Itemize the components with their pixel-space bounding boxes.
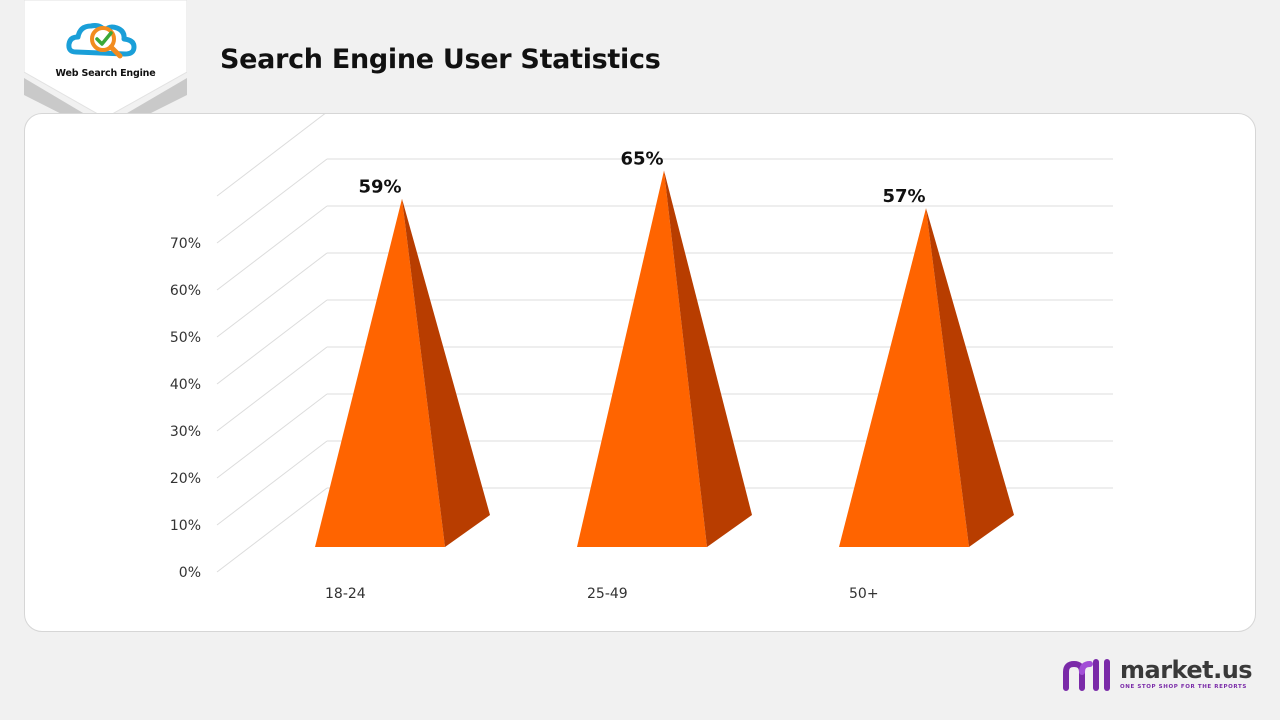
data-label: 65% (620, 149, 663, 170)
gridline-diagonal (216, 346, 328, 432)
market-us-logo-icon (1063, 659, 1110, 691)
gridline-diagonal (216, 440, 328, 526)
pyramid-front-face (839, 208, 969, 547)
y-tick-label: 30% (170, 424, 201, 440)
gridline-diagonal (216, 158, 328, 244)
pyramid-chart: 0% 10% 20% 30% 40% 50% 60% 70% 59% 65% 57% 18-24 2… (170, 114, 1113, 602)
x-tick-label: 50+ (849, 586, 879, 602)
chart-card: 0% 10% 20% 30% 40% 50% 60% 70% 59% 65% 57% 18-24 2… (24, 113, 1256, 632)
data-label: 59% (358, 177, 401, 198)
y-tick-label: 0% (179, 565, 201, 581)
gridline-diagonal (216, 487, 328, 573)
y-tick-label: 20% (170, 471, 201, 487)
gridline-diagonal (216, 205, 328, 291)
logo-badge: Web Search Engine (24, 0, 187, 136)
gridline-diagonal (216, 393, 328, 479)
data-label: 57% (882, 186, 925, 207)
logo-text: Web Search Engine (55, 68, 156, 79)
gridline-diagonal (216, 299, 328, 385)
cloud-search-icon (66, 23, 137, 59)
y-tick-label: 10% (170, 518, 201, 534)
y-tick-label: 40% (170, 377, 201, 393)
logo-badge-shape (24, 0, 187, 136)
brand-tagline: ONE STOP SHOP FOR THE REPORTS (1120, 684, 1247, 690)
x-tick-label: 25-49 (587, 586, 628, 602)
pyramid-side-face (402, 198, 490, 547)
y-tick-label: 70% (170, 236, 201, 252)
pyramid-side-face (664, 170, 752, 547)
brand-name: market.us (1120, 656, 1253, 684)
x-tick-label: 18-24 (325, 586, 366, 602)
gridline-diagonal (216, 252, 328, 338)
pyramid-front-face (315, 198, 445, 547)
page-title: Search Engine User Statistics (220, 44, 661, 75)
brand-logo: market.us ONE STOP SHOP FOR THE REPORTS (1062, 656, 1262, 696)
pyramid-front-face (577, 170, 707, 547)
pyramid-side-face (926, 208, 1014, 547)
gridline-diagonal (216, 114, 326, 197)
y-tick-label: 50% (170, 330, 201, 346)
y-tick-label: 60% (170, 283, 201, 299)
